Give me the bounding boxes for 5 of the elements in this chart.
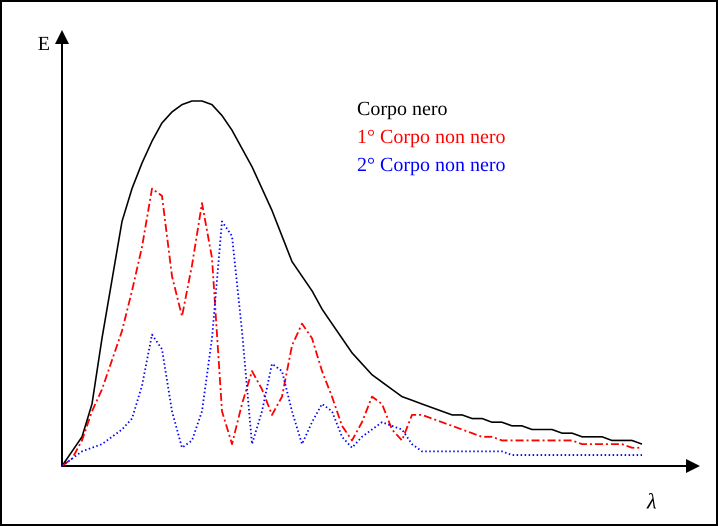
text: Corpo nero xyxy=(357,98,448,120)
text: 2° Corpo non nero xyxy=(357,154,506,176)
y-axis-title: E xyxy=(38,33,50,55)
text: 1° Corpo non nero xyxy=(357,126,506,148)
x-axis-title: λ xyxy=(646,488,657,514)
